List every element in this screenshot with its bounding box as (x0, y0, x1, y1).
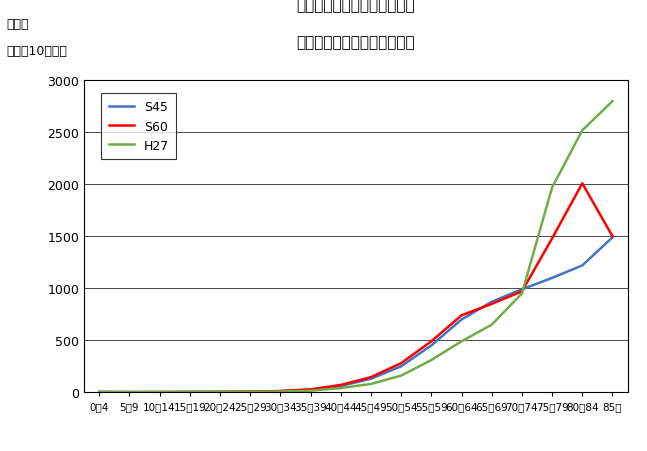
S45 (518, 287, 526, 292)
S45 (307, 387, 314, 392)
S45 (488, 299, 496, 305)
S45 (457, 317, 465, 322)
S60 (95, 390, 103, 395)
S45 (548, 276, 556, 281)
H27 (276, 389, 284, 394)
H27 (337, 386, 345, 391)
Text: 年齢階級別死亡率の年次比較: 年齢階級別死亡率の年次比較 (296, 0, 415, 13)
S45 (578, 263, 586, 268)
Legend: S45, S60, H27: S45, S60, H27 (101, 94, 177, 160)
S45 (428, 343, 435, 348)
Line: S45: S45 (99, 238, 613, 392)
S60 (548, 236, 556, 242)
S60 (518, 289, 526, 295)
H27 (307, 388, 314, 394)
H27 (247, 389, 254, 395)
S45 (95, 389, 103, 395)
S60 (216, 389, 224, 395)
S45 (156, 390, 164, 395)
S60 (397, 361, 405, 366)
S45 (337, 383, 345, 389)
S60 (367, 375, 375, 380)
H27 (428, 358, 435, 363)
S45 (276, 389, 284, 394)
Text: （人口10万対）: （人口10万対） (6, 45, 67, 58)
Line: H27: H27 (99, 102, 613, 392)
S60 (156, 390, 164, 395)
S60 (457, 313, 465, 318)
H27 (548, 185, 556, 191)
Text: 死亡率: 死亡率 (6, 18, 29, 31)
H27 (488, 322, 496, 327)
S60 (578, 181, 586, 187)
S45 (126, 390, 133, 395)
S60 (247, 389, 254, 395)
H27 (457, 339, 465, 344)
S60 (186, 389, 193, 395)
S60 (307, 387, 314, 392)
S45 (216, 389, 224, 395)
H27 (156, 390, 164, 395)
S60 (428, 339, 435, 344)
S60 (126, 390, 133, 395)
S45 (397, 364, 405, 369)
S45 (367, 376, 375, 382)
S60 (276, 388, 284, 394)
S60 (609, 234, 617, 239)
H27 (95, 390, 103, 395)
Line: S60: S60 (99, 184, 613, 392)
H27 (609, 99, 617, 105)
H27 (186, 390, 193, 395)
H27 (397, 373, 405, 378)
S60 (337, 382, 345, 388)
S45 (186, 389, 193, 395)
S45 (609, 235, 617, 240)
S45 (247, 389, 254, 395)
H27 (126, 390, 133, 395)
H27 (367, 382, 375, 387)
S60 (488, 301, 496, 307)
H27 (578, 128, 586, 133)
H27 (216, 389, 224, 395)
H27 (518, 291, 526, 297)
Text: （悪性新生物　男　熊本県）: （悪性新生物 男 熊本県） (296, 35, 415, 50)
